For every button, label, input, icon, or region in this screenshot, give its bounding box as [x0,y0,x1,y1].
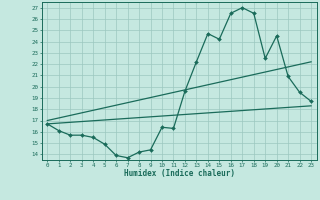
X-axis label: Humidex (Indice chaleur): Humidex (Indice chaleur) [124,169,235,178]
